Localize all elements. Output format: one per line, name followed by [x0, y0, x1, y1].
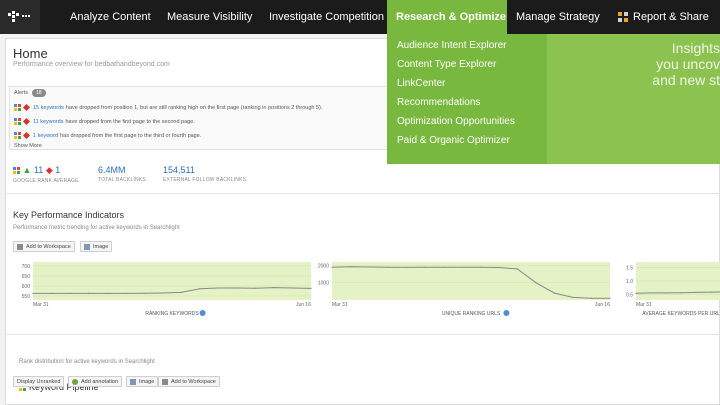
- promo-panel: Insights you uncov and new st: [547, 34, 720, 164]
- nav-report-share[interactable]: Report & Share: [617, 0, 709, 34]
- promo-line: and new st: [652, 72, 720, 88]
- nav-investigate-competition[interactable]: Investigate Competition: [269, 11, 384, 23]
- menu-item-recommendations[interactable]: Recommendations: [397, 97, 481, 108]
- plus-icon: [72, 378, 78, 385]
- google-icon: [14, 118, 21, 125]
- workspace-icon: [162, 378, 168, 385]
- stat-label: GOOGLE RANK AVERAGE: [13, 178, 79, 184]
- image-icon: [130, 378, 136, 385]
- down-arrow-icon: [22, 117, 31, 126]
- alert-link[interactable]: 15 keywords: [33, 104, 64, 111]
- section-divider: [6, 334, 720, 335]
- alerts-count-badge: 18: [32, 89, 46, 97]
- app-logo[interactable]: [0, 0, 40, 34]
- rank-down-icon: ◆: [45, 165, 53, 175]
- stat-rank-average: ▲ 11 ◆ 1 GOOGLE RANK AVERAGE: [13, 165, 79, 184]
- alert-text: has dropped from the first page to the t…: [60, 132, 202, 139]
- add-to-workspace-button[interactable]: Add to Workspace: [158, 376, 220, 387]
- add-annotation-button[interactable]: Add annotation: [68, 376, 123, 387]
- pipeline-title-label: Keyword Pipeline: [29, 382, 99, 392]
- add-annotation-label: Add annotation: [81, 378, 119, 385]
- add-to-workspace-label: Add to Workspace: [26, 243, 71, 250]
- nav-analyze-content[interactable]: Analyze Content: [70, 11, 151, 23]
- page-title: Home: [13, 46, 48, 61]
- kpi-subtitle: Performance metric trending for active k…: [13, 225, 180, 231]
- stat-label: TOTAL BACKLINKS: [98, 177, 146, 183]
- alert-row: 11 keywords have dropped from the first …: [14, 117, 195, 126]
- image-button[interactable]: Image: [80, 241, 113, 252]
- stat-value: 6.4MM: [98, 165, 126, 175]
- rank-down-count: 1: [55, 165, 61, 175]
- alert-link[interactable]: 1 keyword: [33, 132, 59, 139]
- alert-row: 15 keywords have dropped from position 1…: [14, 103, 323, 112]
- promo-line: Insights: [671, 40, 720, 56]
- image-icon: [84, 243, 90, 250]
- image-label: Image: [93, 243, 109, 250]
- workspace-icon: [17, 243, 23, 250]
- alert-text: have dropped from the first page to the …: [65, 118, 195, 125]
- menu-item-optimization-opportunities[interactable]: Optimization Opportunities: [397, 116, 515, 127]
- image-label: Image: [139, 378, 155, 385]
- down-arrow-icon: [22, 103, 31, 112]
- google-icon: [14, 132, 21, 139]
- stat-total-backlinks: 6.4MM TOTAL BACKLINKS: [98, 165, 146, 183]
- menu-item-audience-intent-explorer[interactable]: Audience Intent Explorer: [397, 40, 507, 51]
- stats-row: ▲ 11 ◆ 1 GOOGLE RANK AVERAGE 6.4MM TOTAL…: [13, 165, 313, 189]
- promo-line: you uncov: [656, 56, 720, 72]
- google-icon: [13, 167, 20, 175]
- page-subtitle: Performance overview for bedbathandbeyon…: [13, 61, 170, 68]
- alerts-label: Alerts: [14, 90, 29, 96]
- menu-item-paid-organic-optimizer[interactable]: Paid & Organic Optimizer: [397, 135, 510, 146]
- stat-value: 154,511: [163, 165, 195, 175]
- nav-report-share-label: Report & Share: [633, 11, 709, 23]
- add-to-workspace-button[interactable]: Add to Workspace: [13, 241, 75, 252]
- menu-item-content-type-explorer[interactable]: Content Type Explorer: [397, 59, 497, 70]
- top-nav: Analyze Content Measure Visibility Inves…: [0, 0, 720, 34]
- research-optimize-dropdown: Audience Intent Explorer Content Type Ex…: [387, 34, 720, 164]
- report-grid-icon: [617, 11, 629, 23]
- kpi-title: Key Performance Indicators: [13, 210, 125, 220]
- rank-up-count: 11: [33, 165, 44, 175]
- menu-item-linkcenter[interactable]: LinkCenter: [397, 78, 446, 89]
- display-unranked-button[interactable]: Display Unranked: [13, 376, 65, 387]
- nav-measure-visibility[interactable]: Measure Visibility: [167, 11, 253, 23]
- alert-link[interactable]: 11 keywords: [33, 118, 64, 125]
- pipeline-subtitle: Rank distribution for active keywords in…: [19, 359, 155, 365]
- image-button[interactable]: Image: [126, 376, 159, 387]
- stat-label: EXTERNAL FOLLOW BACKLINKS: [163, 177, 247, 183]
- stat-follow-backlinks: 154,511 EXTERNAL FOLLOW BACKLINKS: [163, 165, 246, 183]
- google-icon: [14, 104, 21, 111]
- alert-row: 1 keyword has dropped from the first pag…: [14, 131, 202, 140]
- down-arrow-icon: [22, 131, 31, 140]
- alert-text: have dropped from position 1, but are st…: [65, 104, 323, 111]
- nav-manage-strategy[interactable]: Manage Strategy: [516, 11, 600, 23]
- nav-research-optimize[interactable]: Research & Optimize: [387, 0, 507, 34]
- show-more-link[interactable]: Show More: [14, 143, 42, 149]
- rank-up-icon: ▲: [22, 165, 32, 175]
- add-to-workspace-label: Add to Workspace: [171, 378, 216, 385]
- section-divider: [6, 193, 720, 194]
- alerts-header: Alerts 18: [14, 89, 46, 97]
- promo-text: Insights you uncov and new st: [620, 40, 720, 88]
